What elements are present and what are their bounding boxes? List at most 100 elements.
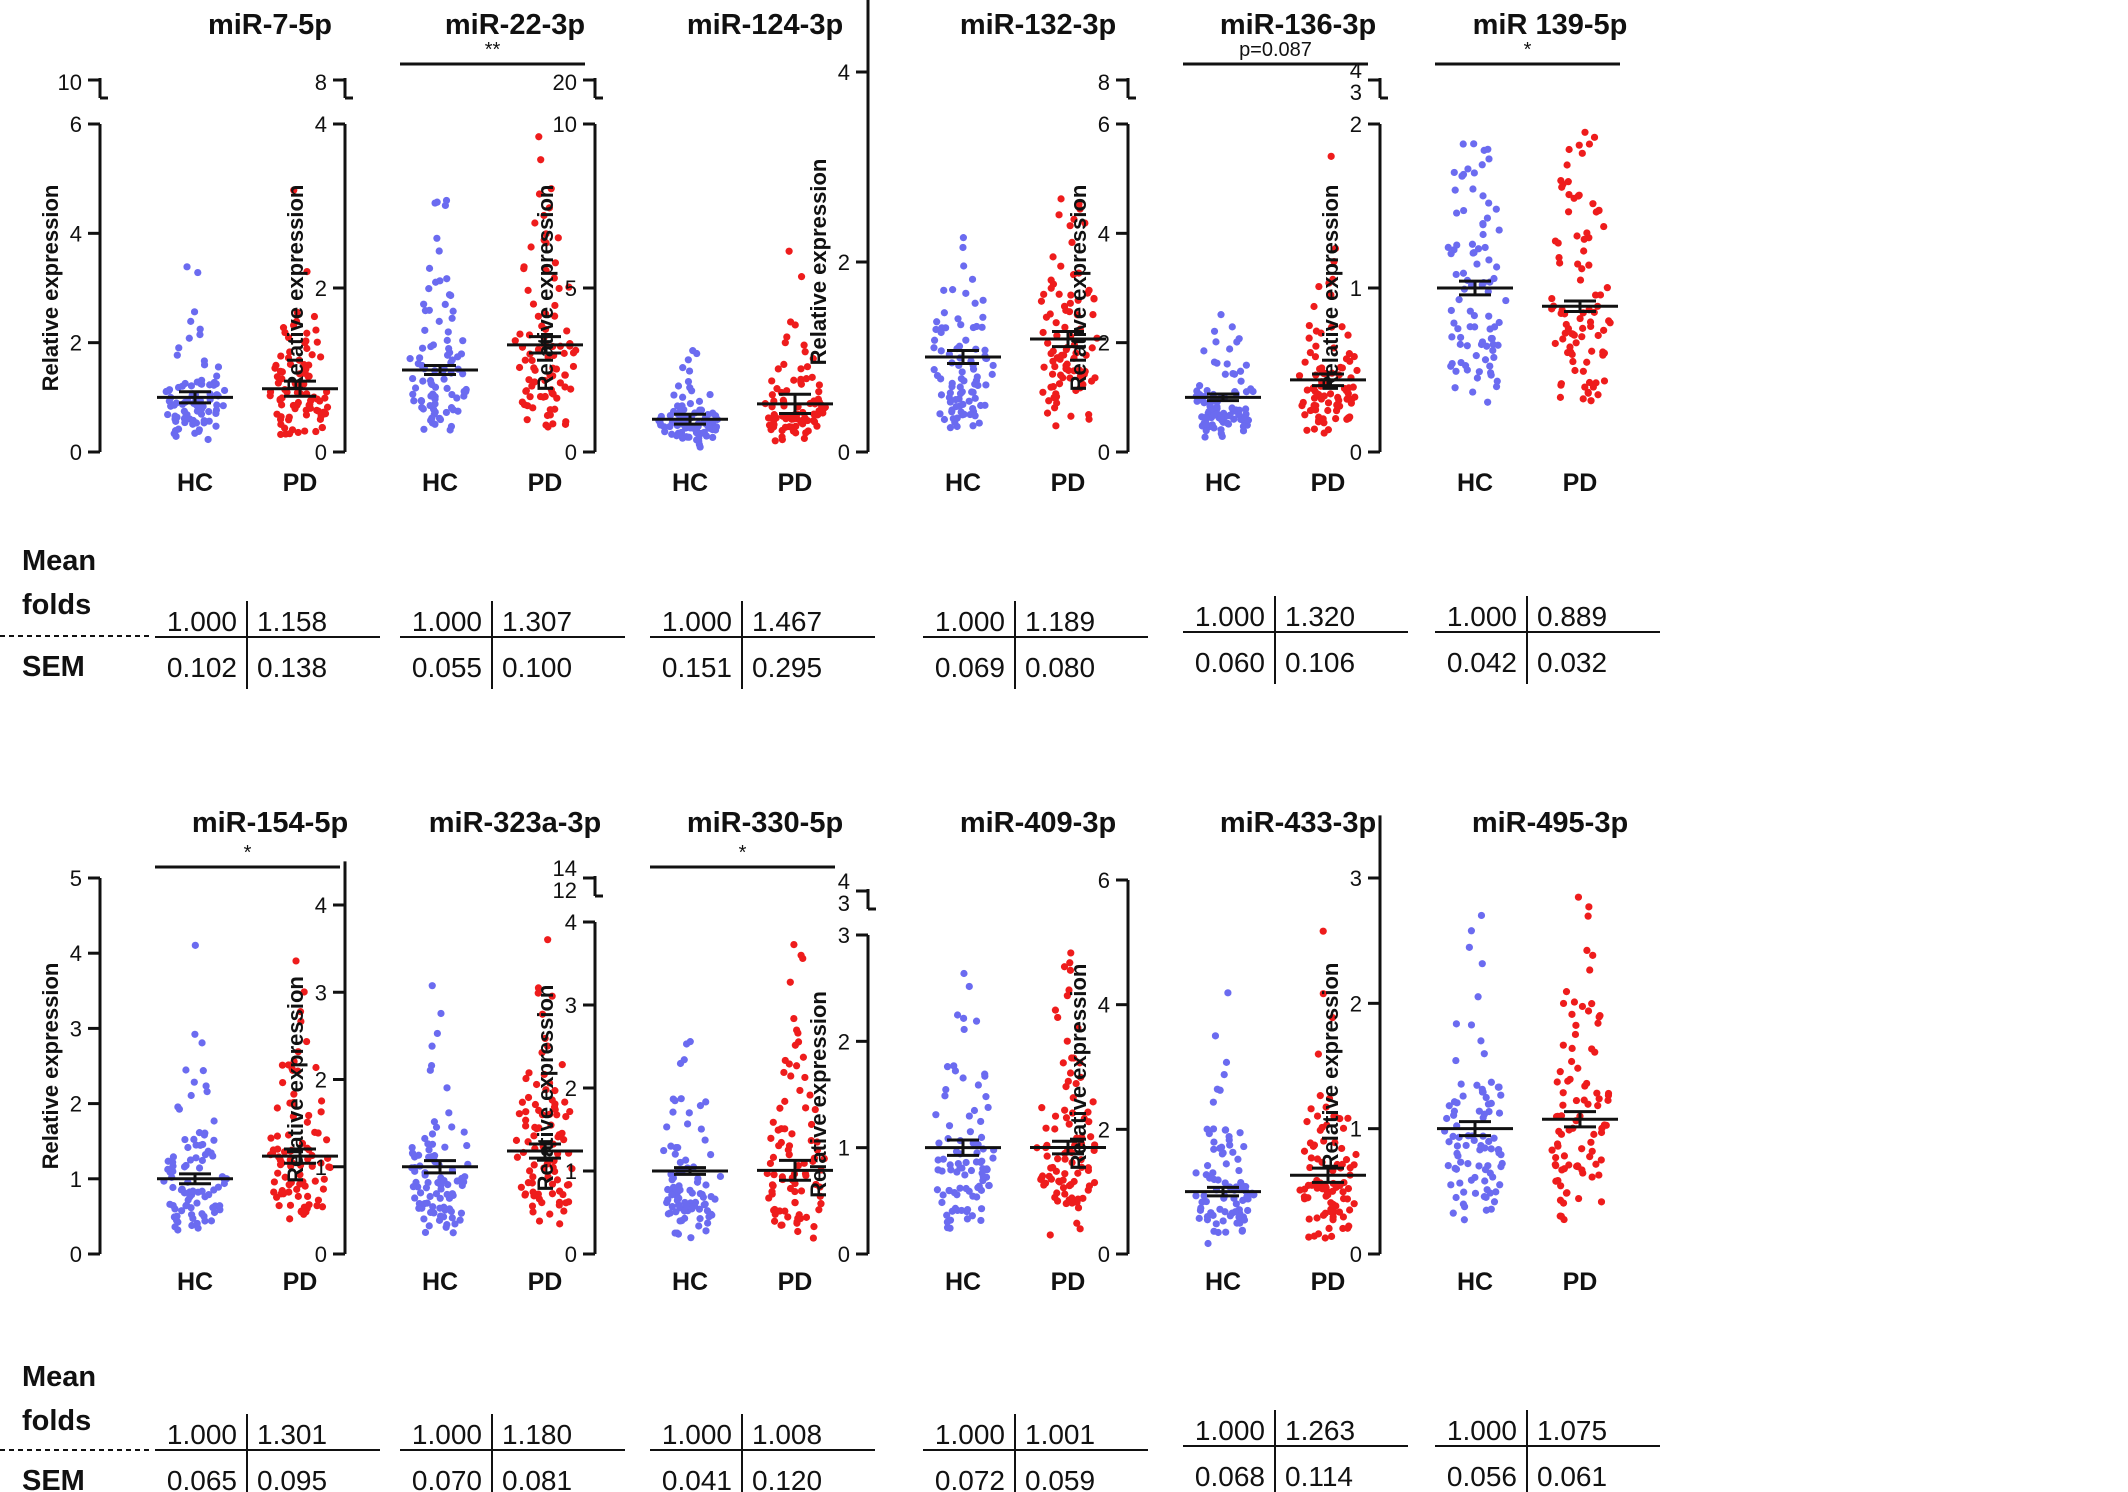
data-point-pd	[1596, 1012, 1604, 1020]
x-category-label: PD	[1311, 1268, 1346, 1296]
data-point-hc	[1456, 1179, 1464, 1187]
data-point-hc	[1200, 347, 1208, 355]
data-point-pd	[1054, 1013, 1062, 1022]
data-point-pd	[809, 1234, 817, 1242]
data-point-hc	[170, 430, 178, 438]
sem-hc: 0.069	[935, 652, 1005, 683]
x-category-label: PD	[1311, 469, 1346, 497]
mean-fold-hc: 1.000	[662, 606, 732, 637]
data-point-pd	[554, 234, 562, 242]
data-point-pd	[308, 351, 316, 359]
data-point-hc	[448, 390, 456, 399]
data-point-hc	[169, 1153, 177, 1161]
y-tick-label: 3	[70, 1016, 82, 1041]
data-point-hc	[454, 353, 462, 361]
data-point-hc	[1221, 1126, 1229, 1134]
data-point-hc	[675, 431, 684, 439]
data-point-pd	[273, 410, 281, 418]
data-point-pd	[1563, 161, 1571, 169]
data-point-pd	[267, 1134, 275, 1142]
data-point-pd	[300, 988, 308, 996]
data-point-pd	[1073, 1219, 1081, 1227]
data-point-pd	[1088, 377, 1096, 385]
data-point-hc	[1459, 140, 1467, 148]
data-point-pd	[773, 385, 781, 393]
y-tick-label: 5	[565, 276, 577, 301]
data-point-pd	[1344, 1185, 1353, 1193]
data-point-pd	[819, 409, 827, 417]
chart-panel-7: miR-154-5p 0 1 2 3 4 5 Relative expression HC PD *…	[38, 807, 380, 1492]
row-label-mean: Mean	[22, 1361, 96, 1393]
data-point-hc	[1471, 1173, 1479, 1182]
row-labels-1: Mean folds SEM	[0, 545, 150, 683]
data-point-pd	[1072, 386, 1080, 395]
data-point-pd	[1578, 265, 1586, 273]
data-point-pd	[1595, 207, 1603, 215]
data-point-pd	[1303, 426, 1311, 434]
data-point-hc	[209, 1204, 217, 1212]
data-point-hc	[433, 1029, 441, 1038]
data-point-pd	[1044, 339, 1052, 347]
summary-table: 1.000 1.180 0.070 0.081	[400, 1414, 625, 1492]
y-tick-label: 0	[70, 1242, 82, 1267]
data-point-hc	[663, 1123, 671, 1131]
data-point-hc	[1192, 1169, 1200, 1177]
data-point-hc	[1200, 1192, 1208, 1200]
data-point-pd	[560, 1207, 568, 1215]
data-point-pd	[294, 1048, 302, 1056]
data-point-hc	[1240, 1142, 1248, 1151]
data-point-hc	[1497, 1163, 1505, 1171]
data-point-pd	[1600, 222, 1608, 231]
data-point-pd	[1555, 253, 1563, 262]
data-point-hc	[1493, 377, 1501, 385]
data-point-hc	[933, 1186, 942, 1194]
data-point-pd	[1039, 388, 1047, 396]
data-point-hc	[939, 1191, 947, 1199]
data-point-pd	[541, 392, 549, 401]
data-point-pd	[292, 317, 301, 325]
data-point-pd	[1043, 1152, 1051, 1160]
data-point-pd	[1073, 311, 1081, 319]
data-point-pd	[1580, 1096, 1588, 1104]
data-point-hc	[693, 1178, 702, 1186]
data-point-pd	[1579, 324, 1587, 332]
sem-hc: 0.055	[412, 652, 482, 683]
data-point-hc	[1481, 243, 1489, 252]
data-point-hc	[426, 1066, 434, 1074]
y-tick-label: 0	[838, 440, 850, 465]
data-point-pd	[550, 1103, 559, 1111]
data-point-pd	[1553, 1140, 1562, 1148]
data-point-hc	[1451, 186, 1459, 194]
data-point-hc	[1460, 1216, 1468, 1224]
data-point-pd	[807, 1120, 816, 1129]
data-point-pd	[285, 1181, 293, 1189]
data-point-hc	[421, 1134, 429, 1143]
data-point-pd	[290, 186, 298, 194]
data-point-hc	[1470, 140, 1478, 148]
y-tick-label: 1	[1350, 1117, 1362, 1142]
sem-pd: 0.080	[1025, 652, 1095, 683]
data-point-pd	[1043, 409, 1052, 417]
data-point-hc	[1460, 1188, 1468, 1196]
data-point-pd	[1059, 1176, 1067, 1184]
data-point-pd	[1352, 1150, 1360, 1159]
data-point-pd	[273, 1132, 282, 1140]
y-tick-label: 1	[565, 1159, 577, 1184]
data-point-pd	[286, 348, 294, 356]
data-point-hc	[1220, 1071, 1228, 1079]
data-point-hc	[664, 1185, 672, 1194]
data-point-pd	[769, 1118, 777, 1126]
data-point-pd	[1084, 1108, 1092, 1116]
mean-fold-hc: 1.000	[662, 1419, 732, 1450]
y-axis-label: Relative expression	[533, 185, 558, 392]
data-point-hc	[961, 1171, 969, 1179]
data-point-hc	[1477, 911, 1486, 920]
data-point-pd	[275, 1202, 283, 1210]
data-point-pd	[1556, 1196, 1565, 1204]
data-point-pd	[814, 395, 822, 403]
y-tick-label: 4	[70, 221, 82, 246]
data-point-hc	[1449, 1132, 1457, 1141]
data-point-hc	[971, 394, 979, 402]
data-point-pd	[794, 1227, 802, 1236]
data-point-pd	[1316, 1092, 1324, 1100]
